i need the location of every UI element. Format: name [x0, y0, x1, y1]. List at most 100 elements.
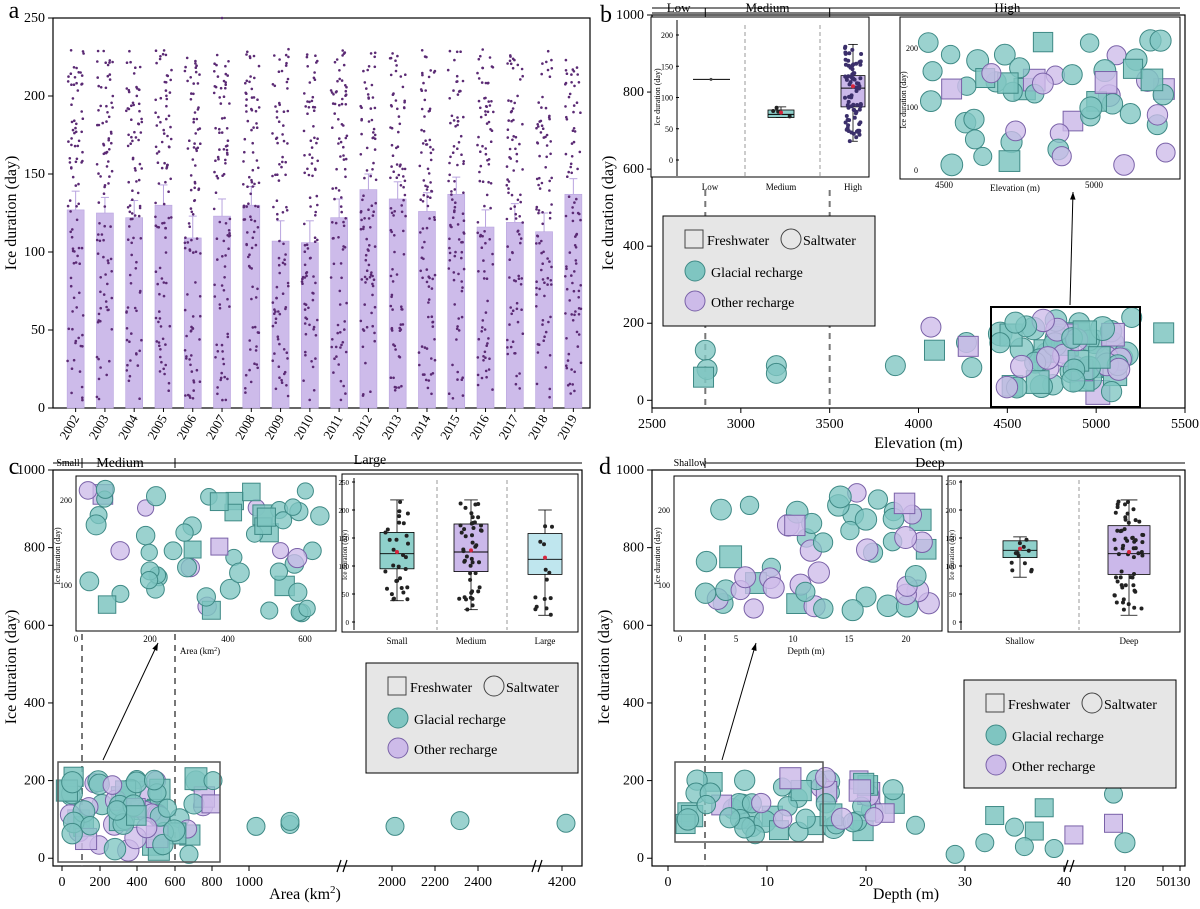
data-dot — [194, 281, 197, 284]
data-dot — [227, 247, 230, 250]
data-dot — [538, 176, 541, 180]
x-tick-label: 0 — [678, 634, 683, 644]
freshwater-marker — [1140, 68, 1164, 92]
data-dot — [402, 253, 406, 256]
data-dot — [285, 80, 289, 84]
data-dot — [374, 178, 378, 182]
data-dot — [509, 345, 513, 349]
data-dot — [186, 393, 190, 397]
box-dot — [1114, 600, 1119, 605]
data-dot — [313, 71, 316, 74]
data-dot — [513, 101, 516, 105]
box-dot — [858, 76, 863, 81]
data-dot — [160, 140, 164, 144]
data-dot — [127, 88, 131, 92]
data-dot — [72, 358, 76, 362]
data-dot — [303, 154, 306, 157]
data-dot — [489, 128, 492, 131]
box-dot — [396, 564, 401, 569]
data-dot — [129, 142, 132, 145]
data-dot — [479, 150, 482, 153]
data-dot — [344, 136, 348, 140]
data-dot — [339, 398, 343, 402]
data-dot — [70, 367, 74, 371]
data-dot — [537, 343, 541, 347]
data-dot — [344, 217, 348, 220]
data-dot — [432, 71, 436, 74]
data-dot — [253, 182, 256, 186]
data-dot — [167, 114, 171, 118]
data-dot — [188, 396, 192, 399]
data-dot — [482, 355, 485, 358]
arrow-head — [152, 643, 158, 651]
box-dot — [468, 577, 473, 582]
box-dot — [846, 123, 851, 128]
data-dot — [389, 376, 393, 380]
data-dot — [389, 73, 393, 77]
data-dot — [452, 271, 456, 274]
data-dot — [74, 160, 78, 164]
mean-dot — [395, 550, 399, 554]
data-dot — [82, 52, 85, 55]
data-dot — [456, 116, 459, 119]
data-dot — [429, 151, 433, 155]
data-dot — [255, 122, 258, 125]
data-dot — [449, 223, 452, 227]
data-dot — [95, 395, 99, 399]
data-dot — [536, 123, 539, 126]
data-dot — [103, 185, 106, 189]
data-dot — [191, 213, 195, 216]
y-tick-label: 150 — [946, 535, 957, 543]
data-dot — [129, 359, 132, 362]
data-dot — [219, 102, 223, 105]
saltwater-marker — [95, 479, 115, 499]
x-tick-label: 10 — [760, 875, 774, 890]
data-dot — [137, 178, 141, 182]
data-dot — [157, 115, 160, 119]
legend-saltwater-label: Saltwater — [1104, 698, 1157, 713]
data-dot — [431, 320, 434, 324]
box-dot — [1119, 583, 1124, 588]
y-tick-label: 100 — [906, 103, 918, 112]
x-tick-label: 2018 — [525, 412, 551, 442]
data-dot — [427, 285, 431, 288]
data-dot — [74, 130, 78, 134]
freshwater-marker — [184, 767, 208, 791]
data-dot — [338, 289, 342, 293]
data-dot — [216, 392, 219, 396]
data-dot — [420, 345, 424, 348]
data-dot — [100, 233, 104, 236]
data-dot — [71, 228, 74, 231]
box-dot — [550, 524, 554, 529]
data-dot — [224, 158, 227, 162]
data-dot — [579, 361, 583, 365]
bar — [359, 189, 378, 409]
data-dot — [137, 138, 140, 142]
saltwater-marker — [177, 557, 198, 578]
x-tick-label: Deep — [1120, 636, 1139, 646]
data-dot — [574, 262, 578, 265]
data-dot — [423, 115, 426, 118]
saltwater-marker — [79, 571, 100, 592]
data-dot — [419, 231, 422, 234]
data-dot — [245, 110, 248, 113]
data-dot — [448, 161, 451, 165]
data-dot — [456, 378, 459, 381]
box-dot — [843, 44, 848, 49]
saltwater-marker — [807, 561, 830, 584]
data-dot — [189, 329, 193, 333]
data-dot — [452, 119, 456, 122]
data-dot — [245, 79, 249, 83]
data-dot — [218, 148, 221, 151]
group-label: Deep — [915, 456, 945, 471]
data-dot — [310, 162, 314, 165]
data-dot — [430, 392, 433, 396]
axis-break — [1069, 859, 1075, 873]
data-dot — [253, 362, 256, 366]
data-dot — [106, 282, 109, 286]
data-dot — [509, 99, 513, 103]
data-dot — [484, 113, 488, 117]
data-dot — [513, 205, 516, 208]
x-tick-label: 2002 — [56, 412, 82, 442]
data-dot — [108, 78, 112, 81]
